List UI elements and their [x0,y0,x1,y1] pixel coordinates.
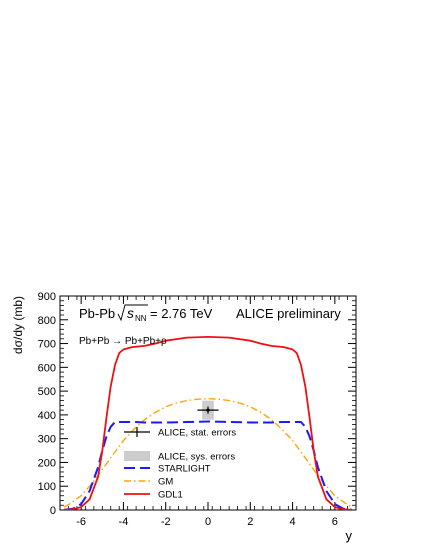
y-tick-label: 200 [38,457,56,469]
legend-item-starlight: STARLIGHT [124,464,211,475]
y-axis-label: dσ/dy (mb) [11,296,25,354]
annotation-system-prefix: Pb-Pb [79,306,115,321]
y-tick-label: 800 [38,315,56,327]
series-layer [63,335,353,510]
legend-item-stat: ALICE, stat. errors [124,427,236,439]
y-tick-label: 300 [38,434,56,446]
legend: ALICE, stat. errors ALICE, sys. errors S… [124,427,236,501]
x-tick-label: 0 [205,516,211,528]
legend-item-gm: GM [124,477,173,488]
y-tick-label: 500 [38,386,56,398]
y-tick-label: 700 [38,339,56,351]
x-tick-label: -6 [76,516,86,528]
legend-label-starlight: STARLIGHT [158,464,211,475]
legend-label-stat: ALICE, stat. errors [158,428,236,439]
y-tick-label: 400 [38,410,56,422]
legend-item-sys: ALICE, sys. errors [124,451,235,463]
annotation-sqrt-s-subscript: NN [135,314,147,323]
annotation-reaction: Pb+Pb → Pb+Pb+ρ [79,336,167,347]
y-axis: 0 100 200 300 400 500 600 700 800 900 [38,291,356,517]
annotation-sqrt-s: s [127,305,134,321]
legend-label-gm: GM [158,477,173,488]
data-point-marker [206,408,210,412]
x-tick-label: 4 [290,516,296,528]
alice-data-point [197,400,219,420]
x-axis-label: y [346,528,353,543]
x-tick-label: 6 [332,516,338,528]
annotation-system: Pb-Pb [79,306,115,321]
legend-label-gdl1: GDL1 [158,490,183,501]
x-tick-label: -4 [119,516,129,528]
series-gdl1-line [64,335,352,510]
series-gm-line [63,398,353,508]
legend-label-sys: ALICE, sys. errors [158,452,235,463]
legend-item-gdl1: GDL1 [124,490,183,501]
annotation-energy: = 2.76 TeV [150,306,213,321]
sqrt-symbol-icon [117,304,148,322]
y-tick-label: 100 [38,481,56,493]
y-tick-label: 0 [50,505,56,517]
x-axis: -6 -4 -2 0 2 4 6 [59,296,357,528]
legend-sys-box [124,451,150,461]
x-tick-label: 2 [247,516,253,528]
y-tick-label: 600 [38,362,56,374]
y-tick-label: 900 [38,291,56,303]
x-tick-label: -2 [161,516,171,528]
annotation-collaboration: ALICE preliminary [236,306,341,321]
